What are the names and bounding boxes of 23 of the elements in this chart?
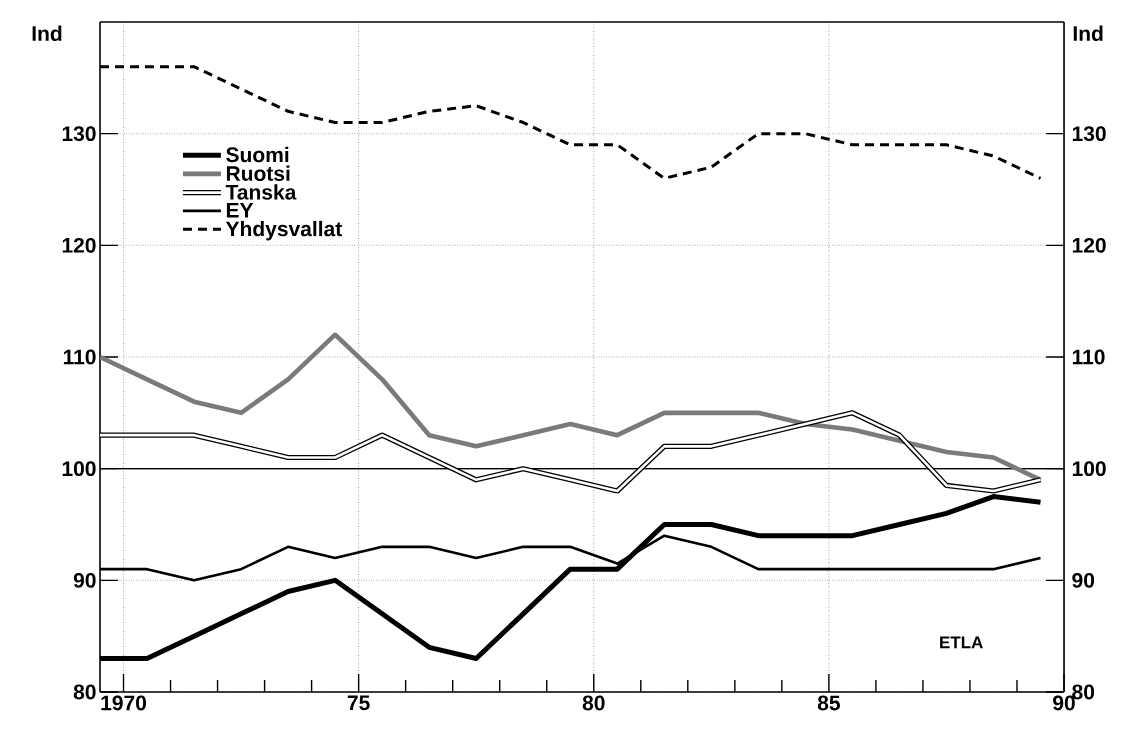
y2-tick-label: 90 bbox=[1072, 572, 1095, 588]
annotation: ETLA bbox=[940, 636, 983, 649]
y2-tick-label: 100 bbox=[1072, 461, 1106, 477]
y-tick-label: 90 bbox=[73, 572, 96, 588]
y2-tick-label: 110 bbox=[1072, 349, 1105, 365]
x-tick-label: 75 bbox=[347, 695, 370, 711]
y2-tick-label: 130 bbox=[1072, 126, 1106, 142]
y-tick-label: 130 bbox=[62, 126, 96, 142]
legend-label: Yhdysvallat bbox=[225, 220, 342, 241]
y2-axis-title: Ind bbox=[1073, 25, 1103, 41]
x-tick-label: 85 bbox=[817, 695, 840, 711]
legend-label: Tanska bbox=[225, 184, 297, 200]
legend-label: Ruotsi bbox=[226, 165, 290, 181]
legend-label: EY bbox=[226, 202, 254, 218]
legend-label: Suomi bbox=[226, 146, 289, 163]
y-tick-label: 80 bbox=[73, 684, 96, 700]
y2-tick-label: 120 bbox=[1072, 237, 1106, 253]
x-tick-label: 1970 bbox=[101, 695, 146, 711]
y-axis-title: Ind bbox=[32, 25, 62, 41]
y-tick-label: 110 bbox=[63, 349, 96, 365]
x-tick-label: 80 bbox=[582, 695, 605, 711]
y-tick-label: 100 bbox=[62, 461, 96, 477]
y-tick-label: 120 bbox=[62, 237, 96, 253]
